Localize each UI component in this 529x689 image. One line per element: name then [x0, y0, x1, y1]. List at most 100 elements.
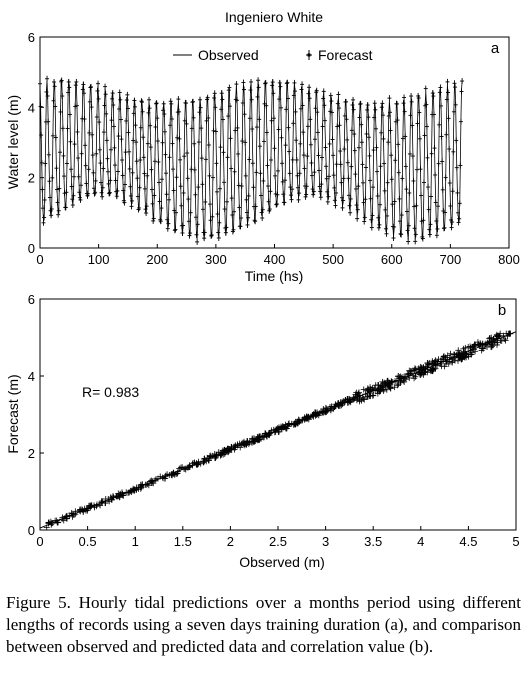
forecast-point	[318, 194, 323, 201]
forecast-point	[137, 204, 142, 211]
forecast-point	[189, 166, 194, 173]
forecast-point	[256, 77, 261, 84]
forecast-point	[399, 231, 404, 238]
forecast-point	[211, 127, 216, 134]
scatter-point	[367, 390, 374, 397]
forecast-point	[98, 179, 103, 186]
forecast-point	[66, 89, 71, 96]
correlation-annotation: R= 0.983	[82, 384, 139, 400]
forecast-point	[63, 204, 68, 211]
forecast-point	[390, 201, 395, 208]
scatter-point	[314, 409, 321, 416]
scatter-point	[260, 434, 267, 441]
forecast-point	[447, 180, 452, 187]
scatter-point	[462, 350, 469, 357]
forecast-point	[108, 146, 113, 153]
scatter-point	[228, 446, 235, 453]
forecast-point	[145, 172, 150, 179]
forecast-point	[409, 93, 414, 100]
forecast-point	[257, 143, 262, 150]
forecast-point	[57, 149, 62, 156]
forecast-point	[96, 95, 101, 102]
forecast-point	[224, 224, 229, 231]
forecast-point	[376, 214, 381, 221]
forecast-point	[265, 162, 270, 169]
scatter-point	[463, 351, 470, 358]
forecast-point	[431, 93, 436, 100]
forecast-point	[107, 190, 112, 197]
forecast-point	[371, 147, 376, 154]
forecast-point	[168, 122, 173, 129]
forecast-point	[244, 196, 249, 203]
forecast-point	[49, 205, 54, 212]
forecast-point	[248, 87, 253, 94]
forecast-point	[298, 140, 303, 147]
forecast-point	[320, 123, 325, 130]
forecast-point	[172, 227, 177, 234]
y-tick-label: 6	[28, 30, 35, 45]
forecast-point	[397, 218, 402, 225]
forecast-point	[322, 117, 327, 124]
forecast-point	[327, 173, 332, 180]
forecast-point	[311, 191, 316, 198]
scatter-point	[190, 460, 197, 467]
forecast-point	[111, 102, 116, 109]
forecast-point	[220, 96, 225, 103]
forecast-point	[361, 199, 366, 206]
forecast-point	[222, 206, 227, 213]
forecast-point	[429, 150, 434, 157]
forecast-point	[59, 77, 64, 84]
forecast-point	[304, 183, 309, 190]
forecast-point	[212, 94, 217, 101]
forecast-point	[307, 95, 312, 102]
forecast-point	[349, 163, 354, 170]
forecast-point	[101, 165, 106, 172]
scatter-point	[59, 514, 66, 521]
forecast-point	[219, 90, 224, 97]
scatter-point	[440, 353, 447, 360]
forecast-point	[297, 190, 302, 197]
forecast-point	[434, 232, 439, 239]
scatter-point	[115, 493, 122, 500]
scatter-point	[275, 426, 282, 433]
x-tick-label: 4	[417, 534, 424, 549]
scatter-point	[48, 521, 55, 528]
forecast-point	[200, 206, 205, 213]
forecast-point	[148, 144, 153, 151]
forecast-point	[243, 139, 248, 146]
forecast-point	[229, 195, 234, 202]
forecast-point	[122, 199, 127, 206]
forecast-point	[177, 135, 182, 142]
forecast-point	[368, 177, 373, 184]
forecast-point	[226, 113, 231, 120]
forecast-point	[131, 110, 136, 117]
forecast-point	[213, 104, 218, 111]
forecast-point	[268, 188, 273, 195]
forecast-point	[191, 98, 196, 105]
forecast-point	[89, 104, 94, 111]
forecast-point	[135, 193, 140, 200]
scatter-point	[135, 485, 142, 492]
forecast-point	[174, 209, 179, 216]
forecast-point	[413, 231, 418, 238]
forecast-point	[413, 238, 418, 245]
forecast-point	[246, 214, 251, 221]
forecast-point	[97, 146, 102, 153]
forecast-point	[407, 189, 412, 196]
forecast-point	[115, 187, 120, 194]
forecast-point	[446, 115, 451, 122]
forecast-point	[199, 125, 204, 132]
forecast-point	[263, 79, 268, 86]
forecast-point	[276, 126, 281, 133]
forecast-point	[338, 148, 343, 155]
forecast-point	[206, 142, 211, 149]
forecast-point	[45, 75, 50, 82]
forecast-point	[241, 79, 246, 86]
legend-observed-label: Observed	[198, 47, 259, 63]
forecast-point	[155, 138, 160, 145]
forecast-point	[270, 82, 275, 89]
forecast-point	[59, 78, 64, 85]
y-tick-label: 2	[28, 446, 35, 461]
scatter-point	[393, 377, 400, 384]
forecast-point	[313, 105, 318, 112]
